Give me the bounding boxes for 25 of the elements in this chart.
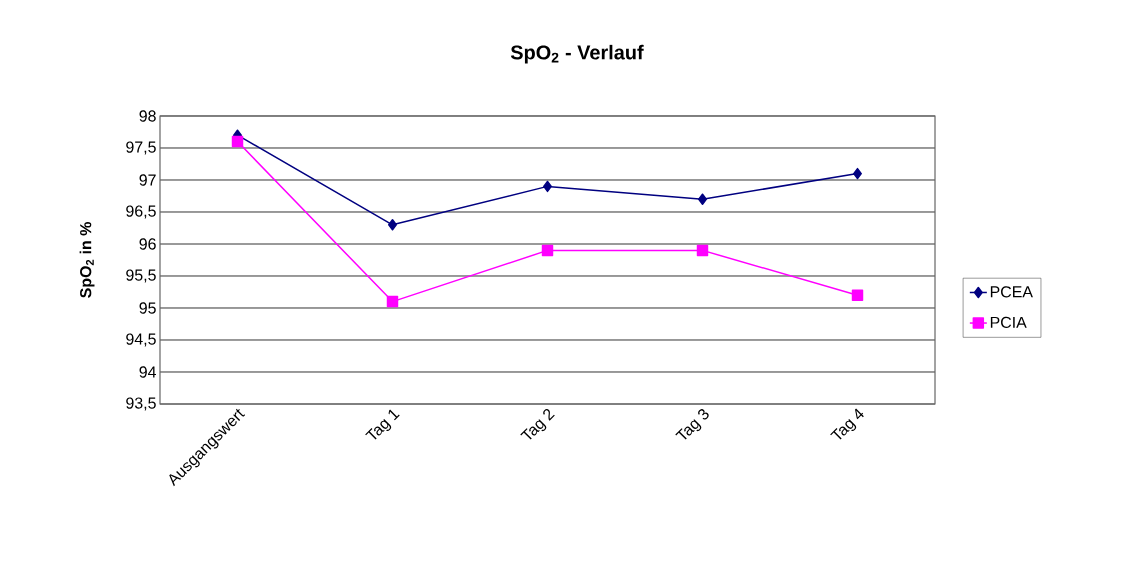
y-axis-title: SpO$_{2}$ in % — [79, 222, 95, 298]
chart-title: SpO$_{2}$ - Verlauf — [510, 44, 644, 64]
y-tick-label: 96 — [139, 238, 156, 250]
y-tick-label: 94 — [139, 366, 156, 378]
x-tick-label: Tag 3 — [675, 409, 709, 440]
y-tick-label: 97 — [139, 174, 156, 186]
x-tick-label: Tag 1 — [365, 409, 400, 440]
y-tick-label: 95 — [139, 302, 156, 314]
x-tick-label: Tag 2 — [520, 408, 555, 440]
point — [231, 135, 244, 148]
y-tick-label: 93,5 — [126, 397, 156, 411]
point — [388, 219, 397, 231]
point — [541, 244, 554, 257]
y-tick-label: 96,5 — [126, 205, 156, 219]
point — [696, 244, 709, 257]
y-tick-label: 98 — [139, 110, 156, 122]
legend-label: PCIA — [990, 316, 1027, 329]
x-tick-label: Tag 4 — [830, 408, 864, 440]
point — [386, 295, 399, 308]
legend-label: PCEA — [990, 286, 1033, 298]
y-tick-label: 94,5 — [126, 333, 156, 347]
point — [851, 289, 864, 301]
y-tick-label: 97,5 — [126, 141, 156, 155]
point — [698, 193, 707, 205]
y-tick-label: 95,5 — [126, 269, 156, 283]
